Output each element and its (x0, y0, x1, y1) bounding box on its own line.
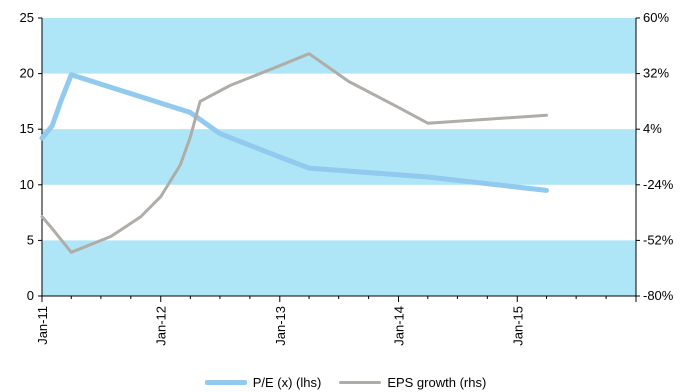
legend: P/E (x) (lhs) EPS growth (rhs) (0, 372, 691, 392)
series-line-eps-growth (40, 52, 548, 254)
legend-label-eps: EPS growth (rhs) (387, 374, 487, 390)
y-left-tick-label: 0 (27, 288, 34, 303)
y-right-tick-label: -24% (643, 177, 674, 192)
background-bands (42, 18, 636, 296)
legend-swatch-pe (204, 379, 247, 385)
y-left-tick-label: 5 (27, 232, 34, 247)
band-2 (42, 18, 636, 74)
legend-label-pe: P/E (x) (lhs) (252, 374, 322, 390)
y-right-tick-label: 4% (643, 121, 662, 136)
y-right-tick-label: -52% (643, 232, 674, 247)
x-tick-label: Jan-11 (35, 306, 50, 345)
x-tick-label: Jan-15 (510, 306, 525, 346)
x-tick-label: Jan-13 (273, 306, 288, 346)
chart: 0 5 10 15 20 25 -80% -52% -24% 4% 32% 60% Jan-11 Jan-… (20, 10, 674, 346)
legend-item-pe: P/E (x) (lhs) (204, 374, 322, 390)
axes: 0 5 10 15 20 25 -80% -52% -24% 4% 32% 60% Jan-11 Jan-… (20, 10, 674, 346)
y-right-tick-label: 32% (643, 66, 669, 81)
y-left-tick-label: 25 (20, 10, 34, 25)
y-left-tick-label: 20 (20, 66, 34, 81)
y-right-tick-label: -80% (643, 288, 674, 303)
series-line-pe (39, 72, 549, 193)
legend-item-eps: EPS growth (rhs) (339, 375, 486, 390)
x-tick-label: Jan-12 (154, 306, 169, 346)
y-left-tick-label: 10 (20, 177, 34, 192)
band-1 (42, 129, 636, 185)
series-lines (39, 52, 549, 254)
band-0 (42, 240, 636, 296)
x-tick-label: Jan-14 (392, 306, 407, 346)
y-right-tick-label: 60% (643, 10, 669, 25)
legend-swatch-eps (339, 380, 382, 384)
y-left-tick-label: 15 (20, 121, 34, 136)
